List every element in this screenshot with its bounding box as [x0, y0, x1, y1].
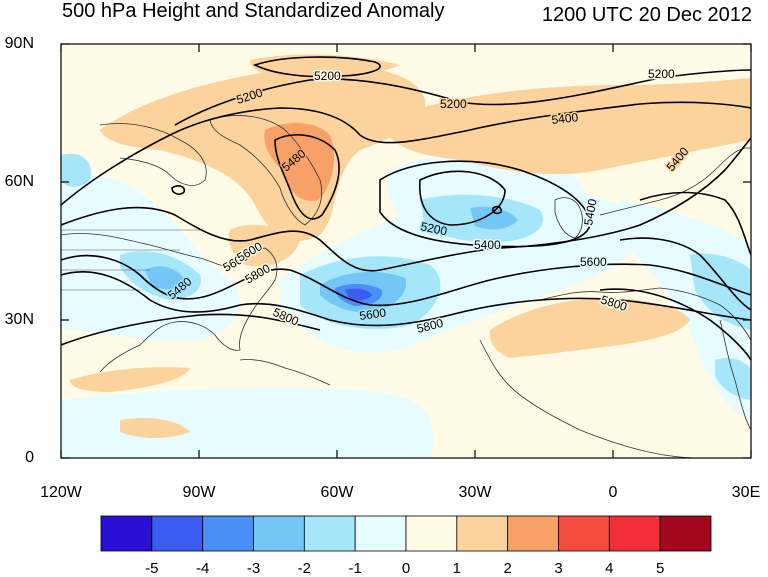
lat-label-60n: 60N: [4, 173, 34, 190]
coast-greenland: [209, 115, 322, 226]
anomaly-neg-east-light: [690, 253, 751, 330]
contour-5400-low: [379, 160, 591, 248]
lon-label-30e: 30E: [731, 484, 761, 501]
contour-label: 5600: [358, 305, 387, 323]
contour-5600-mid: [61, 254, 751, 307]
contour-5400-arc: [61, 101, 751, 206]
colorbar-swatch: [100, 515, 153, 552]
colorbar-label: -2: [297, 560, 311, 577]
coast-arctic-islands: [99, 123, 207, 186]
contour-5480-north: [61, 137, 751, 272]
lat-label-30n: 30N: [4, 311, 34, 328]
colorbar-label: 1: [452, 560, 461, 577]
colorbar-swatch: [507, 515, 559, 552]
colorbar-label: 2: [503, 560, 512, 577]
map-frame: [60, 43, 752, 459]
coast-east-africa: [719, 319, 751, 431]
anomaly-pos-sahara: [489, 298, 690, 358]
contour-label: 5400: [474, 238, 501, 252]
contour-label-group: 5200 5200 5200 5200 5400 5480 5400 5200 …: [163, 66, 693, 338]
lon-label-120w: 120W: [40, 484, 82, 501]
contour-5800-east: [619, 237, 751, 311]
anomaly-fill: [61, 44, 751, 458]
colorbar-swatch: [253, 515, 305, 552]
colorbar-label: 5: [655, 560, 665, 577]
colorbar-swatch: [354, 515, 407, 552]
contour-label: 5600: [580, 255, 607, 269]
coast-caribbean: [239, 359, 331, 386]
contour-label: 5200: [314, 69, 341, 83]
anomaly-pos-greenland: [264, 123, 335, 201]
colorbar-swatch: [608, 515, 661, 552]
anomaly-neg-us-mid: [145, 266, 185, 290]
contour-5400-greenland-loop: [274, 134, 340, 220]
colorbar: [100, 515, 712, 552]
coast-mediterranean: [539, 287, 751, 341]
contour-label: 5200: [648, 67, 675, 81]
colorbar-swatch: [202, 515, 254, 552]
lon-label-0: 0: [608, 484, 618, 501]
contour-label: 5200: [419, 219, 448, 238]
coast-north-america: [61, 233, 278, 373]
contour-5200-north: [252, 56, 381, 78]
colorbar-label: -4: [195, 560, 210, 577]
lon-label-90w: 90W: [182, 484, 216, 501]
anomaly-pos-north-arc: [380, 78, 751, 175]
coast-west-africa: [479, 339, 701, 458]
height-contours: [61, 56, 751, 361]
contour-5800-south: [61, 271, 751, 327]
colorbar-label: 3: [554, 560, 563, 577]
lat-label-90n: 90N: [4, 35, 34, 52]
contour-5600-east: [599, 288, 751, 361]
colorbar-swatch: [151, 515, 204, 552]
contour-small-loop: [171, 185, 186, 195]
chart-title: 500 hPa Height and Standardized Anomaly: [62, 0, 445, 22]
lat-label-equator: 0: [25, 449, 34, 466]
axis-ticks: [60, 43, 752, 459]
anomaly-neg-tropics: [61, 388, 434, 458]
coast-scandinavia: [599, 147, 751, 216]
anomaly-neg-arctic-light: [61, 153, 91, 187]
anomaly-pos-east-tropic: [120, 418, 190, 438]
colorbar-swatch: [303, 515, 356, 552]
contour-label: 5400: [551, 110, 579, 127]
lon-label-60w: 60W: [320, 484, 354, 501]
anomaly-pos-arctic: [100, 65, 426, 241]
colorbar-label: -3: [246, 560, 261, 577]
colorbar-swatch: [558, 515, 610, 552]
colorbar-label: 4: [605, 560, 614, 577]
anomaly-neg-atlantic-max: [345, 288, 372, 301]
anomaly-neg-east-tropic-light: [715, 358, 751, 400]
coastlines: [61, 115, 751, 458]
colorbar-label: -5: [145, 560, 159, 577]
colorbar-swatch: [405, 515, 458, 552]
contour-5200-low: [418, 170, 506, 226]
political-boundaries: [61, 229, 200, 291]
anomaly-neg-north-mid: [470, 206, 518, 230]
contour-5400-east-box: [639, 191, 751, 256]
lon-label-30w: 30W: [458, 484, 492, 501]
colorbar-label: -1: [348, 560, 362, 577]
contour-small-loop-2: [492, 205, 502, 215]
valid-time: 1200 UTC 20 Dec 2012: [541, 4, 752, 26]
colorbar-label: 0: [401, 560, 411, 577]
contour-label: 5200: [440, 97, 467, 111]
contour-5200-arc: [174, 69, 751, 126]
colorbar-swatch: [659, 515, 712, 552]
anomaly-pos-west-tropic: [70, 367, 190, 392]
coast-british-isles: [554, 197, 583, 239]
colorbar-swatch: [456, 515, 509, 552]
contour-5800-lower: [61, 313, 321, 346]
contour-label: 5400: [581, 197, 599, 226]
